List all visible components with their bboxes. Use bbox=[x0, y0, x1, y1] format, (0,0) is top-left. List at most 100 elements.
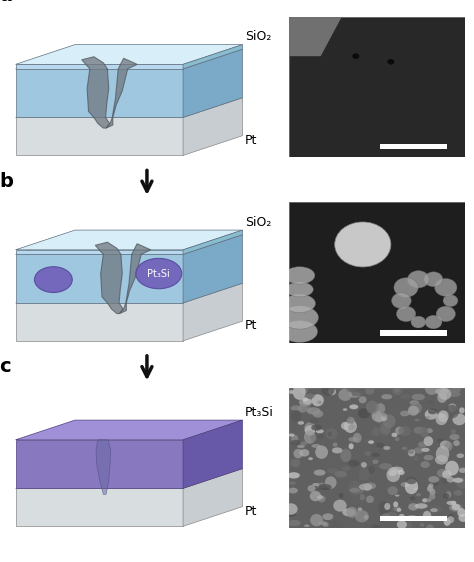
Ellipse shape bbox=[408, 450, 415, 456]
Ellipse shape bbox=[420, 461, 430, 468]
Ellipse shape bbox=[435, 455, 448, 465]
Ellipse shape bbox=[401, 482, 410, 487]
Ellipse shape bbox=[458, 514, 468, 522]
Ellipse shape bbox=[447, 392, 461, 397]
Ellipse shape bbox=[372, 411, 383, 422]
Ellipse shape bbox=[299, 398, 312, 407]
Ellipse shape bbox=[317, 434, 324, 438]
Bar bbox=[380, 144, 447, 149]
Ellipse shape bbox=[351, 486, 364, 494]
Ellipse shape bbox=[354, 453, 359, 458]
Ellipse shape bbox=[442, 411, 449, 416]
Ellipse shape bbox=[297, 445, 305, 448]
Ellipse shape bbox=[449, 434, 460, 440]
Ellipse shape bbox=[398, 470, 405, 475]
Ellipse shape bbox=[291, 434, 298, 443]
Ellipse shape bbox=[284, 267, 315, 284]
Ellipse shape bbox=[393, 506, 400, 511]
Ellipse shape bbox=[400, 411, 410, 416]
Ellipse shape bbox=[394, 278, 418, 297]
Polygon shape bbox=[16, 117, 183, 156]
Ellipse shape bbox=[360, 494, 365, 500]
Text: a: a bbox=[0, 0, 12, 5]
Ellipse shape bbox=[427, 400, 435, 405]
Ellipse shape bbox=[430, 508, 438, 512]
Ellipse shape bbox=[395, 495, 400, 496]
Ellipse shape bbox=[366, 496, 374, 503]
Polygon shape bbox=[16, 49, 243, 69]
Ellipse shape bbox=[136, 259, 182, 289]
Ellipse shape bbox=[410, 400, 419, 405]
Ellipse shape bbox=[341, 422, 351, 430]
Ellipse shape bbox=[343, 408, 347, 411]
Ellipse shape bbox=[335, 471, 347, 478]
Ellipse shape bbox=[415, 503, 428, 509]
Ellipse shape bbox=[436, 446, 449, 462]
Ellipse shape bbox=[413, 427, 425, 434]
Ellipse shape bbox=[411, 316, 426, 328]
Ellipse shape bbox=[440, 441, 451, 449]
Polygon shape bbox=[16, 44, 243, 65]
Ellipse shape bbox=[375, 414, 383, 423]
Ellipse shape bbox=[341, 466, 351, 471]
Ellipse shape bbox=[405, 479, 418, 494]
Ellipse shape bbox=[395, 437, 400, 441]
Ellipse shape bbox=[380, 422, 391, 434]
Ellipse shape bbox=[443, 493, 449, 499]
Ellipse shape bbox=[326, 428, 337, 439]
Ellipse shape bbox=[449, 504, 462, 511]
Ellipse shape bbox=[325, 477, 337, 489]
Ellipse shape bbox=[437, 469, 449, 478]
Ellipse shape bbox=[428, 409, 437, 414]
Ellipse shape bbox=[314, 469, 326, 475]
Ellipse shape bbox=[375, 403, 385, 414]
Ellipse shape bbox=[444, 473, 448, 475]
Ellipse shape bbox=[441, 477, 449, 484]
Ellipse shape bbox=[425, 315, 442, 329]
Ellipse shape bbox=[453, 414, 466, 425]
Ellipse shape bbox=[435, 279, 457, 296]
Ellipse shape bbox=[364, 483, 372, 491]
Ellipse shape bbox=[293, 449, 303, 459]
Ellipse shape bbox=[381, 416, 387, 421]
Polygon shape bbox=[289, 17, 342, 56]
Ellipse shape bbox=[456, 477, 469, 489]
Ellipse shape bbox=[300, 386, 308, 394]
Ellipse shape bbox=[361, 462, 367, 468]
Ellipse shape bbox=[448, 404, 456, 412]
Polygon shape bbox=[106, 58, 137, 128]
Ellipse shape bbox=[445, 405, 459, 418]
Ellipse shape bbox=[437, 392, 447, 403]
Ellipse shape bbox=[321, 383, 335, 396]
Bar bbox=[380, 516, 447, 522]
Ellipse shape bbox=[304, 430, 316, 444]
Ellipse shape bbox=[355, 510, 369, 523]
Ellipse shape bbox=[304, 393, 315, 399]
Polygon shape bbox=[16, 469, 243, 488]
Ellipse shape bbox=[359, 468, 370, 481]
Ellipse shape bbox=[373, 460, 378, 464]
Ellipse shape bbox=[326, 463, 331, 467]
Ellipse shape bbox=[451, 429, 456, 434]
Ellipse shape bbox=[444, 442, 453, 451]
Ellipse shape bbox=[428, 483, 434, 487]
Ellipse shape bbox=[453, 478, 463, 483]
Ellipse shape bbox=[338, 389, 352, 401]
Ellipse shape bbox=[395, 427, 404, 434]
Ellipse shape bbox=[308, 485, 316, 492]
Ellipse shape bbox=[316, 488, 322, 491]
Ellipse shape bbox=[304, 422, 316, 434]
Ellipse shape bbox=[384, 512, 397, 519]
Ellipse shape bbox=[339, 493, 344, 498]
Ellipse shape bbox=[428, 476, 439, 483]
Polygon shape bbox=[183, 420, 243, 488]
Ellipse shape bbox=[300, 449, 310, 456]
Text: c: c bbox=[0, 357, 11, 376]
Ellipse shape bbox=[424, 455, 434, 460]
Polygon shape bbox=[183, 98, 243, 156]
Ellipse shape bbox=[372, 453, 380, 457]
Polygon shape bbox=[183, 235, 243, 303]
Ellipse shape bbox=[421, 448, 429, 452]
Ellipse shape bbox=[35, 267, 72, 292]
Ellipse shape bbox=[425, 409, 438, 420]
